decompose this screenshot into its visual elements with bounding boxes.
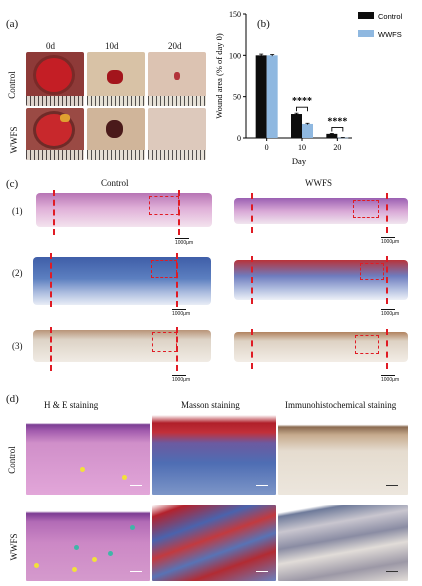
row-label-3: (3) xyxy=(12,341,23,351)
panel-label-b: (b) xyxy=(257,18,270,30)
scale-label: 1000μm xyxy=(172,311,191,317)
zoom-box-masson-wwfs xyxy=(360,263,384,280)
bar-wwfs-day-20 xyxy=(337,137,349,139)
micro-masson-wwfs xyxy=(152,505,276,581)
significance-label: **** xyxy=(292,96,312,107)
stain-label-he: H & E staining xyxy=(44,400,99,410)
scale-label: 1000μm xyxy=(381,377,400,383)
bar-control-day-10 xyxy=(291,114,302,138)
legend-label-control: Control xyxy=(378,12,403,21)
star-marker xyxy=(34,563,39,568)
x-tick-label: 10 xyxy=(298,143,306,152)
wound-edge-right-ihc-control xyxy=(176,327,178,371)
histology-ihc-control xyxy=(33,330,211,362)
y-tick-label: 0 xyxy=(237,134,241,143)
legend-swatch-control xyxy=(358,12,374,19)
stain-label-ihc: Immunohistochemical staining xyxy=(285,400,397,410)
zoom-box-he-wwfs xyxy=(353,200,379,218)
wound-edge-left-ihc-control xyxy=(50,327,52,371)
wound-photo-control-0d xyxy=(26,52,84,106)
wound-edge-left-ihc-wwfs xyxy=(251,329,253,369)
column-label-wwfs: WWFS xyxy=(305,178,332,188)
bar-wwfs-day-0 xyxy=(266,55,278,139)
scale-bar xyxy=(172,375,186,376)
row-label-control: Control xyxy=(7,71,17,99)
arrow-marker xyxy=(74,545,79,550)
zoom-box-ihc-wwfs xyxy=(355,335,379,354)
x-axis-label: Day xyxy=(292,156,307,166)
day-label-10d: 10d xyxy=(105,41,119,51)
x-tick-label: 20 xyxy=(333,143,341,152)
wound-photo-wwfs-20d xyxy=(148,108,206,160)
arrow-marker xyxy=(130,525,135,530)
micro-he-wwfs xyxy=(26,505,150,581)
row-label-1: (1) xyxy=(12,206,23,216)
stain-label-masson: Masson staining xyxy=(181,400,240,410)
histology-he-control xyxy=(36,193,212,227)
scale-bar xyxy=(172,309,186,310)
bar-wwfs-day-10 xyxy=(302,123,313,138)
significance-bracket xyxy=(296,106,308,112)
y-tick-label: 50 xyxy=(233,93,241,102)
wound-edge-left-he-wwfs xyxy=(251,193,253,233)
histology-masson-wwfs xyxy=(234,260,408,300)
column-label-control: Control xyxy=(101,178,129,188)
panel-label-c: (c) xyxy=(6,178,19,190)
wound-edge-right-he-wwfs xyxy=(386,193,388,233)
histology-ihc-wwfs xyxy=(234,332,408,362)
day-label-0d: 0d xyxy=(46,41,55,51)
zoom-box-masson-control xyxy=(151,260,177,278)
row-label-control-d: Control xyxy=(7,446,17,474)
scale-label: 1000μm xyxy=(175,240,194,246)
bar-control-day-20 xyxy=(326,133,338,138)
y-axis-label: Wound area (% of day 0) xyxy=(214,33,224,119)
zoom-box-ihc-control xyxy=(152,332,177,352)
scale-bar xyxy=(381,237,395,238)
panel-label-a: (a) xyxy=(6,18,19,30)
wound-photo-control-20d xyxy=(148,52,206,106)
wound-edge-left-masson-control xyxy=(50,253,52,307)
scale-bar xyxy=(175,238,189,239)
legend-swatch-wwfs xyxy=(358,30,374,37)
row-label-wwfs: WWFS xyxy=(9,126,19,154)
wound-photo-wwfs-10d xyxy=(87,108,145,160)
significance-bracket xyxy=(331,127,344,132)
wound-edge-left-he-control xyxy=(53,190,55,235)
significance-label: **** xyxy=(327,116,347,127)
scale-label: 1000μm xyxy=(381,311,400,317)
scale-label: 1000μm xyxy=(381,239,400,245)
scale-bar xyxy=(381,375,395,376)
micro-masson-control xyxy=(152,415,276,495)
legend-label-wwfs: WWFS xyxy=(378,30,402,39)
day-label-20d: 20d xyxy=(168,41,182,51)
y-tick-label: 100 xyxy=(229,51,241,60)
wound-edge-right-he-control xyxy=(178,190,180,235)
star-marker xyxy=(80,467,85,472)
scale-bar xyxy=(381,309,395,310)
x-tick-label: 0 xyxy=(265,143,269,152)
y-tick-label: 150 xyxy=(229,10,241,19)
row-label-wwfs-d: WWFS xyxy=(9,533,19,561)
scale-label: 1000μm xyxy=(172,377,191,383)
micro-ihc-wwfs xyxy=(278,505,408,581)
micro-he-control xyxy=(26,415,150,495)
wound-photo-control-10d xyxy=(87,52,145,106)
histology-he-wwfs xyxy=(234,198,408,224)
wound-edge-left-masson-wwfs xyxy=(251,256,253,304)
star-marker xyxy=(92,557,97,562)
panel-label-d: (d) xyxy=(6,393,19,405)
star-marker xyxy=(72,567,77,572)
zoom-box-he-control xyxy=(149,196,179,215)
arrow-marker xyxy=(108,551,113,556)
row-label-2: (2) xyxy=(12,268,23,278)
wound-edge-right-masson-control xyxy=(176,253,178,307)
wound-edge-right-ihc-wwfs xyxy=(386,329,388,369)
bar-control-day-0 xyxy=(255,55,267,139)
bar-chart: 0 50 100 150 Wound area (% of day 0) 0 10 20 Day… xyxy=(214,10,403,166)
histology-masson-control xyxy=(33,257,211,305)
micro-ihc-control xyxy=(278,415,408,495)
wound-photo-wwfs-0d xyxy=(26,108,84,160)
wound-edge-right-masson-wwfs xyxy=(386,256,388,304)
star-marker xyxy=(122,475,127,480)
